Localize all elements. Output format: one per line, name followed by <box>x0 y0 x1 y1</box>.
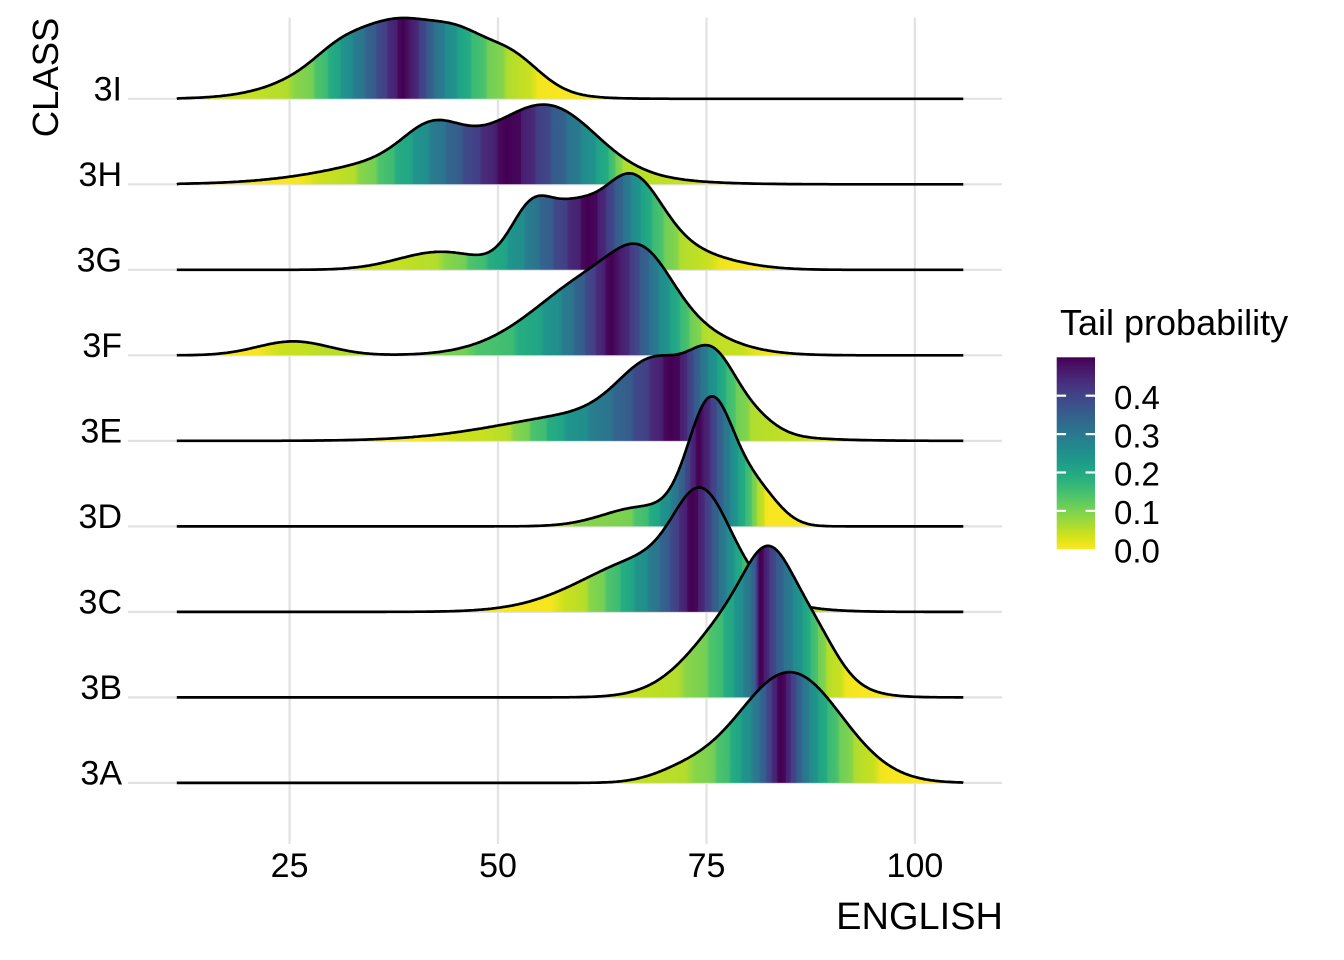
svg-text:25: 25 <box>271 847 309 885</box>
svg-text:3E: 3E <box>80 413 122 451</box>
svg-text:0.1: 0.1 <box>1114 494 1160 531</box>
svg-text:100: 100 <box>887 847 944 885</box>
svg-text:ENGLISH: ENGLISH <box>836 896 1003 938</box>
svg-text:0.3: 0.3 <box>1114 417 1160 454</box>
svg-text:CLASS: CLASS <box>25 18 66 138</box>
svg-text:3B: 3B <box>80 669 122 707</box>
svg-text:3C: 3C <box>79 584 122 622</box>
svg-text:3G: 3G <box>77 242 122 280</box>
svg-text:3H: 3H <box>79 156 122 194</box>
svg-text:50: 50 <box>479 847 517 885</box>
svg-text:3D: 3D <box>79 498 122 536</box>
svg-text:3A: 3A <box>80 755 122 793</box>
svg-text:3F: 3F <box>82 327 122 365</box>
svg-text:3I: 3I <box>94 71 122 109</box>
svg-text:75: 75 <box>688 847 726 885</box>
svg-text:0.2: 0.2 <box>1114 456 1160 493</box>
svg-text:0.0: 0.0 <box>1114 533 1160 570</box>
svg-text:Tail probability: Tail probability <box>1060 302 1288 343</box>
svg-text:0.4: 0.4 <box>1114 379 1160 416</box>
